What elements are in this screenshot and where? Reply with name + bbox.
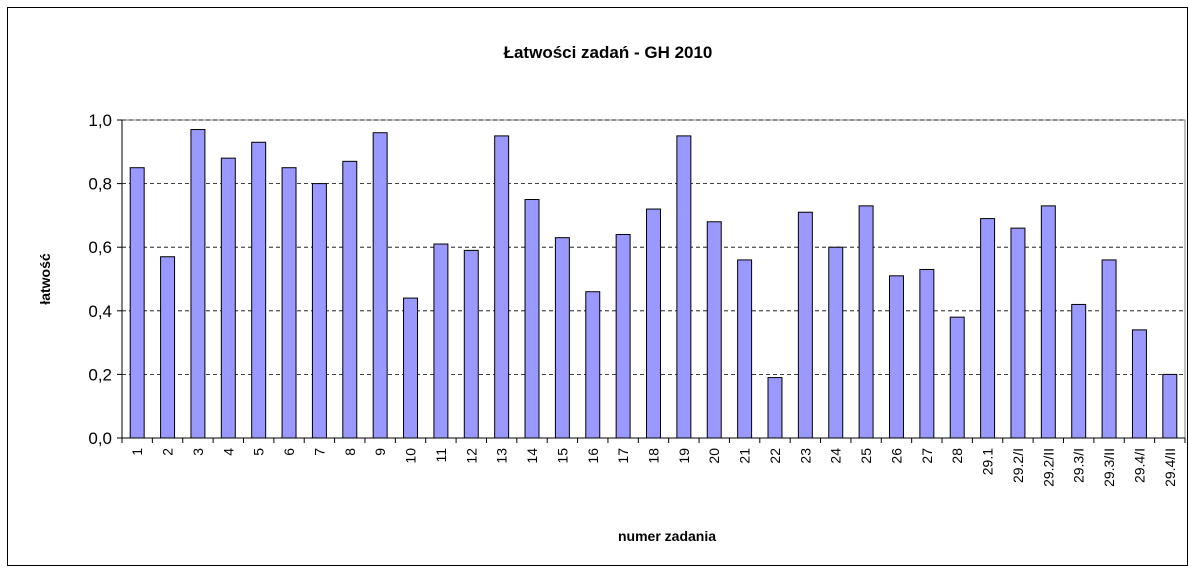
x-tick-label: 20	[706, 448, 722, 464]
bar	[494, 135, 510, 439]
x-axis-title: numer zadania	[618, 528, 716, 544]
y-tick-label: 0,2	[88, 365, 112, 384]
bar	[1162, 373, 1178, 439]
y-tick-label: 0,4	[88, 302, 112, 321]
x-tick-label: 15	[554, 448, 570, 464]
bar	[433, 243, 449, 439]
bar	[1040, 205, 1056, 439]
bar	[767, 377, 783, 439]
x-tick-label: 29.2/I	[1010, 448, 1026, 483]
x-tick-label: 24	[828, 448, 844, 464]
bar	[463, 249, 479, 439]
x-tick-label: 5	[251, 448, 267, 456]
bar	[190, 129, 206, 439]
bar	[919, 268, 935, 439]
y-tick-label: 0,0	[88, 429, 112, 448]
bar	[706, 221, 722, 439]
bar	[281, 167, 297, 439]
x-tick-label: 10	[403, 448, 419, 464]
y-tick-label: 1,0	[88, 111, 112, 130]
bar	[949, 316, 965, 439]
x-tick-label: 13	[494, 448, 510, 464]
x-tick-label: 7	[311, 448, 327, 456]
bar	[524, 199, 540, 439]
bar	[251, 141, 267, 439]
bar	[1101, 259, 1117, 439]
bar	[342, 160, 358, 439]
bar	[220, 157, 236, 439]
x-tick-label: 29.1	[980, 448, 996, 475]
x-tick-label: 12	[463, 448, 479, 464]
y-axis-title: łatwość	[37, 253, 53, 305]
x-tick-label: 19	[676, 448, 692, 464]
bar	[129, 167, 145, 439]
bar	[828, 246, 844, 439]
x-tick-label: 29.2/II	[1040, 448, 1056, 487]
x-tick-label: 26	[888, 448, 904, 464]
bar	[980, 218, 996, 439]
x-tick-label: 4	[220, 448, 236, 456]
x-tick-label: 29.3/I	[1071, 448, 1087, 483]
x-tick-label: 11	[433, 448, 449, 463]
x-tick-label: 27	[919, 448, 935, 464]
bar	[403, 297, 419, 439]
bar	[615, 233, 631, 439]
bar	[585, 291, 601, 439]
x-tick-label: 22	[767, 448, 783, 464]
x-tick-label: 3	[190, 448, 206, 456]
bar	[1131, 329, 1147, 439]
x-tick-label: 8	[342, 448, 358, 456]
y-tick-label: 0,8	[88, 175, 112, 194]
x-tick-label: 21	[737, 448, 753, 464]
bar	[554, 237, 570, 439]
x-tick-label: 1	[129, 448, 145, 456]
bar	[311, 183, 327, 439]
x-tick-label: 9	[372, 448, 388, 456]
x-tick-label: 28	[949, 448, 965, 464]
bar	[1010, 227, 1026, 439]
x-tick-label: 17	[615, 448, 631, 464]
bar	[737, 259, 753, 439]
bar	[646, 208, 661, 439]
x-tick-label: 29.4/II	[1162, 448, 1178, 487]
x-tick-label: 23	[797, 448, 813, 464]
x-tick-label: 2	[160, 448, 176, 456]
bar	[858, 205, 874, 439]
x-tick-label: 25	[858, 448, 874, 464]
bar	[160, 256, 176, 439]
bar	[372, 132, 388, 439]
bar	[676, 135, 692, 439]
x-tick-label: 6	[281, 448, 297, 456]
x-tick-label: 29.3/II	[1101, 448, 1117, 487]
x-tick-label: 18	[646, 448, 662, 464]
x-tick-label: 29.4/I	[1131, 448, 1147, 483]
x-tick-label: 16	[585, 448, 601, 464]
bar	[888, 275, 904, 439]
x-tick-label: 14	[524, 448, 540, 464]
y-tick-label: 0,6	[88, 238, 112, 257]
bar	[797, 211, 813, 439]
bar	[1071, 303, 1087, 439]
chart-title: Łatwości zadań - GH 2010	[504, 43, 713, 62]
